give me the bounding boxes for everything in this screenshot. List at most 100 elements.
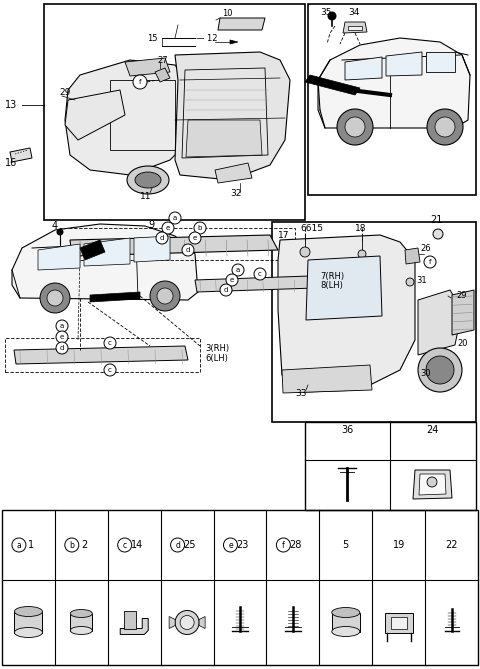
Polygon shape bbox=[413, 470, 452, 499]
Text: 31: 31 bbox=[416, 276, 427, 284]
Text: c: c bbox=[108, 367, 112, 373]
Text: 7(RH): 7(RH) bbox=[320, 272, 344, 280]
Polygon shape bbox=[418, 290, 462, 355]
Polygon shape bbox=[306, 256, 382, 320]
Circle shape bbox=[254, 268, 266, 280]
Circle shape bbox=[56, 342, 68, 354]
Circle shape bbox=[418, 348, 462, 392]
Circle shape bbox=[175, 611, 199, 634]
Polygon shape bbox=[90, 292, 140, 302]
Text: 33: 33 bbox=[295, 389, 307, 397]
Polygon shape bbox=[65, 90, 125, 140]
Text: a: a bbox=[173, 215, 177, 221]
Circle shape bbox=[156, 232, 168, 244]
Circle shape bbox=[424, 256, 436, 268]
Text: e: e bbox=[228, 541, 233, 549]
Polygon shape bbox=[278, 235, 415, 392]
Circle shape bbox=[300, 247, 310, 257]
Circle shape bbox=[180, 615, 194, 630]
Text: 8(LH): 8(LH) bbox=[320, 280, 343, 290]
Circle shape bbox=[426, 356, 454, 384]
Ellipse shape bbox=[71, 609, 92, 617]
Text: 20: 20 bbox=[457, 339, 468, 347]
Text: 16: 16 bbox=[5, 158, 17, 168]
Bar bbox=[5, 338, 200, 372]
Circle shape bbox=[427, 109, 463, 145]
Text: d: d bbox=[60, 345, 64, 351]
Text: b: b bbox=[70, 541, 74, 549]
Text: 24: 24 bbox=[426, 425, 438, 435]
Polygon shape bbox=[332, 613, 360, 632]
Ellipse shape bbox=[71, 626, 92, 634]
Polygon shape bbox=[426, 52, 455, 72]
Text: b: b bbox=[198, 225, 202, 231]
Polygon shape bbox=[120, 619, 148, 634]
Text: 6615: 6615 bbox=[300, 223, 323, 233]
Polygon shape bbox=[65, 60, 190, 175]
Text: — 12: — 12 bbox=[196, 33, 217, 43]
Polygon shape bbox=[305, 75, 360, 95]
Circle shape bbox=[65, 538, 79, 552]
Text: 4: 4 bbox=[52, 221, 58, 231]
Text: 29: 29 bbox=[59, 88, 71, 96]
Text: d: d bbox=[224, 287, 228, 293]
Polygon shape bbox=[452, 290, 474, 335]
Text: 28: 28 bbox=[289, 540, 302, 550]
Circle shape bbox=[276, 538, 290, 552]
Bar bbox=[60, 228, 295, 260]
Polygon shape bbox=[282, 365, 372, 393]
Circle shape bbox=[433, 229, 443, 239]
Polygon shape bbox=[71, 613, 92, 630]
Polygon shape bbox=[10, 148, 32, 162]
Circle shape bbox=[406, 278, 414, 286]
Polygon shape bbox=[186, 120, 262, 157]
Polygon shape bbox=[70, 235, 278, 256]
Circle shape bbox=[427, 477, 437, 487]
Text: 15: 15 bbox=[147, 33, 157, 43]
Polygon shape bbox=[125, 58, 170, 76]
Text: e: e bbox=[193, 235, 197, 241]
Circle shape bbox=[224, 538, 238, 552]
Text: 13: 13 bbox=[5, 100, 17, 110]
Circle shape bbox=[220, 284, 232, 296]
Polygon shape bbox=[155, 68, 170, 82]
Ellipse shape bbox=[332, 607, 360, 617]
Ellipse shape bbox=[332, 626, 360, 636]
Text: f: f bbox=[282, 541, 285, 549]
Text: 21: 21 bbox=[430, 215, 443, 225]
Circle shape bbox=[56, 331, 68, 343]
Circle shape bbox=[226, 274, 238, 286]
Text: e: e bbox=[166, 225, 170, 231]
Text: d: d bbox=[175, 541, 180, 549]
Circle shape bbox=[345, 117, 365, 137]
Text: 17: 17 bbox=[278, 231, 289, 240]
Polygon shape bbox=[405, 248, 420, 264]
Text: 23: 23 bbox=[237, 540, 249, 550]
Polygon shape bbox=[14, 346, 188, 364]
Circle shape bbox=[162, 222, 174, 234]
Polygon shape bbox=[345, 57, 382, 80]
Circle shape bbox=[189, 232, 201, 244]
Polygon shape bbox=[348, 26, 362, 30]
Circle shape bbox=[150, 281, 180, 311]
Circle shape bbox=[337, 109, 373, 145]
Circle shape bbox=[56, 320, 68, 332]
Text: 2: 2 bbox=[81, 540, 87, 550]
Circle shape bbox=[182, 244, 194, 256]
Bar bbox=[272, 222, 476, 422]
Text: 27: 27 bbox=[157, 56, 168, 64]
Bar bbox=[44, 4, 305, 220]
Text: 10: 10 bbox=[222, 9, 232, 17]
Circle shape bbox=[157, 288, 173, 304]
Polygon shape bbox=[124, 611, 136, 628]
Text: d: d bbox=[160, 235, 164, 241]
Circle shape bbox=[104, 364, 116, 376]
Circle shape bbox=[12, 538, 26, 552]
Text: 30: 30 bbox=[420, 369, 431, 377]
Polygon shape bbox=[38, 244, 80, 270]
Text: 14: 14 bbox=[131, 540, 143, 550]
Polygon shape bbox=[230, 40, 238, 44]
Polygon shape bbox=[175, 52, 290, 180]
Text: 1: 1 bbox=[28, 540, 34, 550]
Polygon shape bbox=[80, 240, 105, 260]
